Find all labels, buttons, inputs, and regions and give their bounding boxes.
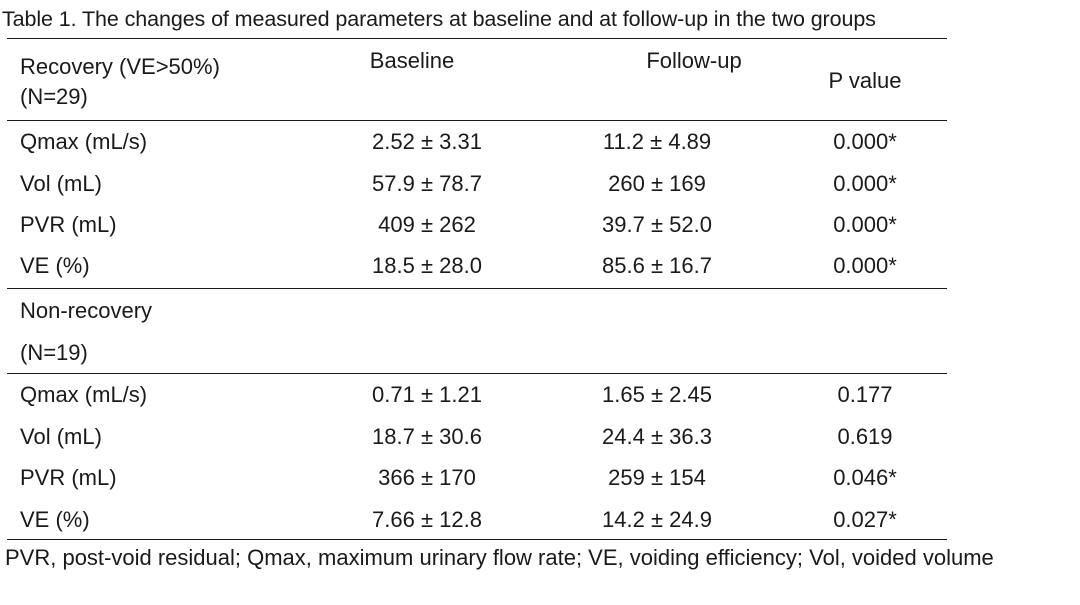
top-rule [7,38,947,39]
row-baseline: 18.5 ± 28.0 [372,253,482,278]
row-param: VE (%) [20,507,90,532]
nonrecovery-group-count: (N=19) [20,340,88,365]
bottom-rule [7,539,947,540]
nonrecovery-header-rule [7,373,947,374]
row-pvalue: 0.000* [833,212,897,237]
row-baseline: 0.71 ± 1.21 [372,382,482,407]
column-header-followup: Follow-up [646,48,742,73]
row-baseline: 409 ± 262 [378,212,476,237]
row-pvalue: 0.619 [837,424,893,449]
row-baseline: 366 ± 170 [378,465,476,490]
column-header-baseline: Baseline [369,48,455,73]
row-param: Vol (mL) [20,171,102,196]
row-followup: 39.7 ± 52.0 [602,212,712,237]
row-followup: 1.65 ± 2.45 [602,382,712,407]
row-baseline: 18.7 ± 30.6 [372,424,482,449]
row-pvalue: 0.177 [837,382,893,407]
group-divider-rule [7,288,947,289]
row-followup: 259 ± 154 [608,465,706,490]
row-followup: 11.2 ± 4.89 [602,129,712,154]
row-param: Qmax (mL/s) [20,382,148,407]
table-caption: Table 1. The changes of measured paramet… [2,7,876,31]
table-footnote: PVR, post-void residual; Qmax, maximum u… [5,545,994,570]
row-pvalue: 0.027* [833,507,897,532]
row-followup: 260 ± 169 [608,171,706,196]
row-followup: 24.4 ± 36.3 [602,424,712,449]
row-param: PVR (mL) [20,465,117,490]
column-header-pvalue: P value [828,68,902,93]
row-pvalue: 0.000* [833,171,897,196]
row-pvalue: 0.046* [833,465,897,490]
row-followup: 14.2 ± 24.9 [602,507,712,532]
row-pvalue: 0.000* [833,253,897,278]
row-followup: 85.6 ± 16.7 [602,253,712,278]
row-pvalue: 0.000* [833,129,897,154]
row-baseline: 7.66 ± 12.8 [372,507,482,532]
row-baseline: 2.52 ± 3.31 [372,129,482,154]
row-param: Qmax (mL/s) [20,129,148,154]
recovery-group-label: Recovery (VE>50%) [20,54,220,79]
recovery-group-count: (N=29) [20,84,88,109]
row-param: Vol (mL) [20,424,102,449]
header-rule [7,120,947,121]
nonrecovery-group-label: Non-recovery [20,298,153,323]
row-param: VE (%) [20,253,90,278]
row-baseline: 57.9 ± 78.7 [372,171,482,196]
row-param: PVR (mL) [20,212,117,237]
